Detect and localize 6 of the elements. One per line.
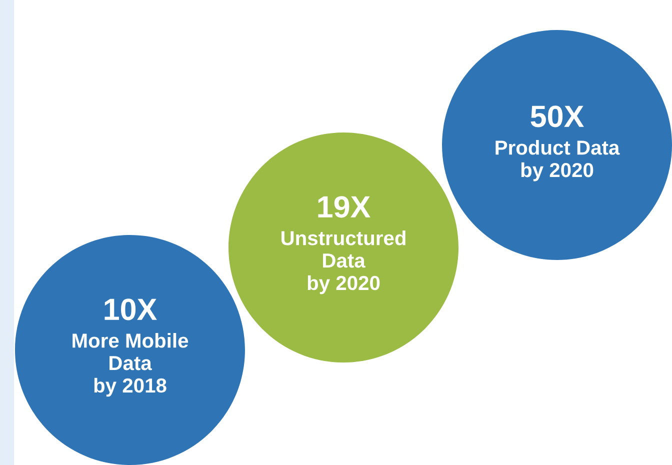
category-label: More Mobile Data by 2018 [72,333,188,397]
data-label: 50X [530,106,584,128]
category-label: Product Data by 2020 [496,140,620,182]
category-label: Unstructured Data by 2020 [281,230,406,294]
data-label: 19X [318,196,370,218]
data-label: 10X [104,298,157,320]
